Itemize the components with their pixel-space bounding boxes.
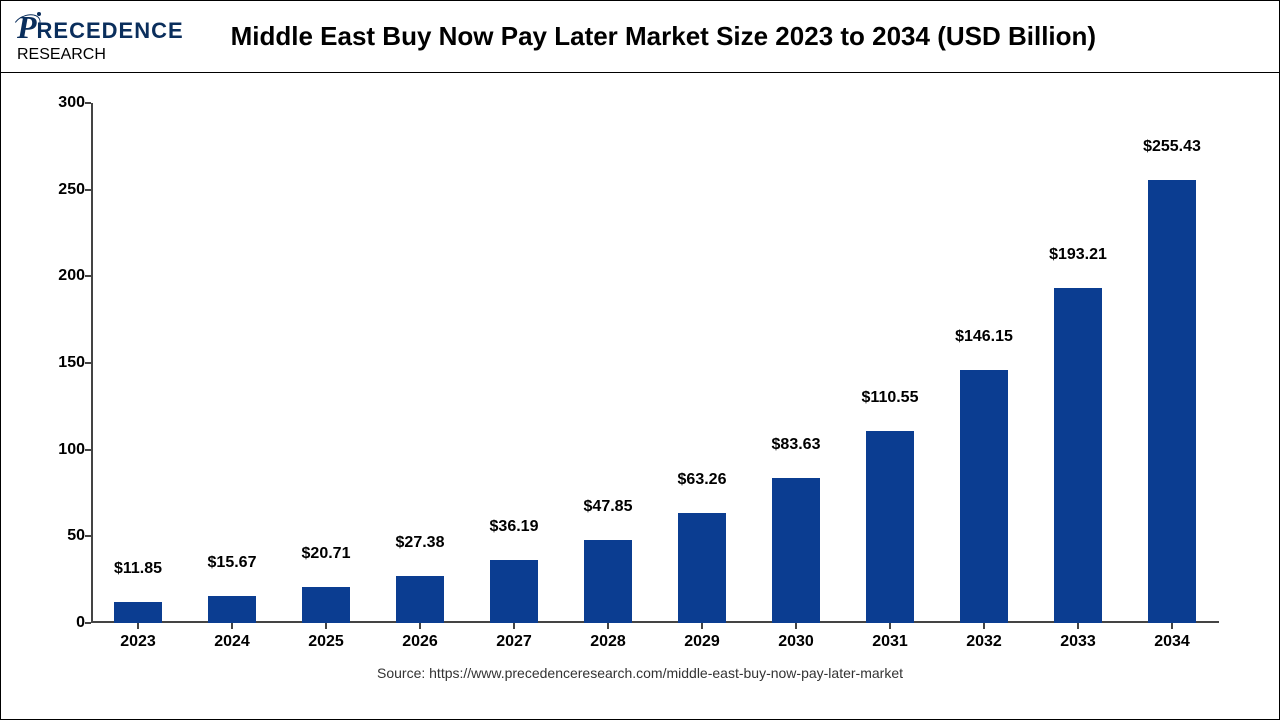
x-tick-mark <box>795 623 797 629</box>
bar <box>678 513 726 623</box>
bar-value-label: $83.63 <box>772 436 821 454</box>
x-tick-mark <box>419 623 421 629</box>
bar-value-label: $146.15 <box>955 328 1013 346</box>
x-tick-label: 2025 <box>308 633 344 651</box>
bar <box>396 576 444 623</box>
x-tick-mark <box>1171 623 1173 629</box>
logo: P RECEDENCE RESEARCH <box>17 9 184 64</box>
y-tick-label: 200 <box>41 267 85 285</box>
x-tick-mark <box>701 623 703 629</box>
x-tick-mark <box>325 623 327 629</box>
plot: 050100150200250300$11.852023$15.672024$2… <box>91 103 1219 623</box>
bar <box>114 602 162 623</box>
x-tick-mark <box>137 623 139 629</box>
y-tick-mark <box>85 275 91 277</box>
y-tick-label: 300 <box>41 94 85 112</box>
y-tick-label: 250 <box>41 181 85 199</box>
x-tick-mark <box>607 623 609 629</box>
bar <box>960 370 1008 623</box>
x-tick-label: 2034 <box>1154 633 1190 651</box>
bar-value-label: $27.38 <box>396 534 445 552</box>
y-tick-label: 50 <box>41 527 85 545</box>
header: P RECEDENCE RESEARCH Middle East Buy Now… <box>1 1 1279 73</box>
logo-text: RECEDENCE <box>37 18 184 44</box>
y-tick-label: 100 <box>41 441 85 459</box>
bar <box>208 596 256 623</box>
bar <box>584 540 632 623</box>
x-tick-label: 2026 <box>402 633 438 651</box>
y-tick-mark <box>85 449 91 451</box>
x-tick-label: 2032 <box>966 633 1002 651</box>
y-tick-mark <box>85 535 91 537</box>
bar-value-label: $15.67 <box>208 554 257 572</box>
bar <box>302 587 350 623</box>
chart-container: P RECEDENCE RESEARCH Middle East Buy Now… <box>0 0 1280 720</box>
x-tick-label: 2030 <box>778 633 814 651</box>
chart-area: 050100150200250300$11.852023$15.672024$2… <box>1 73 1279 633</box>
x-tick-mark <box>983 623 985 629</box>
logo-dot-icon <box>37 12 41 16</box>
x-axis <box>91 621 1219 623</box>
bar <box>772 478 820 623</box>
y-tick-mark <box>85 362 91 364</box>
logo-subtext: RESEARCH <box>17 46 184 64</box>
y-tick-mark <box>85 189 91 191</box>
bar <box>866 431 914 623</box>
x-tick-mark <box>513 623 515 629</box>
x-tick-label: 2027 <box>496 633 532 651</box>
chart-title: Middle East Buy Now Pay Later Market Siz… <box>204 20 1263 53</box>
bar-value-label: $255.43 <box>1143 138 1201 156</box>
x-tick-label: 2033 <box>1060 633 1096 651</box>
bar <box>490 560 538 623</box>
bar-value-label: $193.21 <box>1049 246 1107 264</box>
x-tick-label: 2024 <box>214 633 250 651</box>
x-tick-label: 2023 <box>120 633 156 651</box>
y-tick-mark <box>85 102 91 104</box>
bar-value-label: $63.26 <box>678 471 727 489</box>
y-tick-mark <box>85 622 91 624</box>
x-tick-mark <box>231 623 233 629</box>
bar-value-label: $36.19 <box>490 518 539 536</box>
y-axis <box>91 103 93 623</box>
bar <box>1054 288 1102 623</box>
x-tick-mark <box>889 623 891 629</box>
x-tick-label: 2028 <box>590 633 626 651</box>
bar-value-label: $110.55 <box>862 389 919 407</box>
bar-value-label: $11.85 <box>114 560 162 578</box>
x-tick-label: 2031 <box>872 633 908 651</box>
y-tick-label: 150 <box>41 354 85 372</box>
bar-value-label: $47.85 <box>584 498 633 516</box>
bar <box>1148 180 1196 623</box>
y-tick-label: 0 <box>41 614 85 632</box>
x-tick-mark <box>1077 623 1079 629</box>
x-tick-label: 2029 <box>684 633 720 651</box>
bar-value-label: $20.71 <box>302 545 351 563</box>
